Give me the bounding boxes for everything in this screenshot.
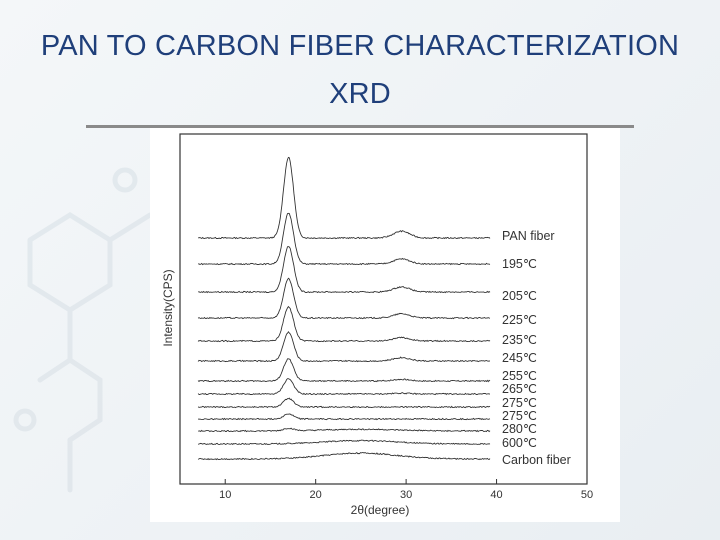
- series-line: [198, 212, 491, 266]
- series-line: [197, 439, 491, 446]
- curves-group: [197, 156, 491, 461]
- plot-frame: [179, 133, 588, 485]
- x-tick-label: 30: [400, 489, 412, 501]
- series-line: [198, 156, 491, 240]
- xrd-chart: PAN fiber195℃205℃225℃235℃245℃255℃265℃275…: [161, 133, 593, 517]
- x-tick-label: 40: [490, 489, 502, 501]
- series-line: [197, 358, 491, 383]
- series-label: 255℃: [502, 369, 537, 383]
- series-line: [198, 427, 491, 433]
- series-label: 225℃: [502, 313, 537, 327]
- slide-title-line-2: XRD: [329, 78, 391, 110]
- series-label: 195℃: [502, 257, 537, 271]
- series-line: [198, 413, 491, 421]
- series-label: 275℃: [502, 409, 537, 423]
- curve-labels-group: PAN fiber195℃205℃225℃235℃245℃255℃265℃275…: [502, 229, 571, 467]
- series-line: [197, 305, 491, 343]
- series-label: 205℃: [502, 289, 537, 303]
- series-label: 280℃: [502, 422, 537, 436]
- x-ticks-group: 10 20 30 40 50: [219, 479, 593, 501]
- series-label: 245℃: [502, 351, 537, 365]
- series-label: PAN fiber: [502, 229, 555, 243]
- series-label: 275℃: [502, 396, 537, 410]
- xrd-figure: PAN fiber 195℃ 205℃ 225℃ 235℃ 245℃ 255℃ 265℃ 275…: [150, 128, 620, 522]
- x-axis-label: 2θ(degree): [351, 503, 410, 517]
- slide-title: PAN TO CARBON FIBER CHARACTERIZATION XRD: [20, 22, 700, 118]
- series-line: [197, 277, 491, 320]
- y-axis-label: Intensity(CPS): [161, 269, 175, 346]
- series-label: Carbon fiber: [502, 453, 571, 467]
- molecule-watermark-icon: [13, 167, 153, 493]
- series-line: [197, 331, 491, 363]
- series-label: 265℃: [502, 382, 537, 396]
- x-tick-label: 10: [219, 489, 231, 501]
- series-line: [197, 451, 491, 461]
- slide-title-line-1: PAN TO CARBON FIBER CHARACTERIZATION: [40, 30, 680, 62]
- x-tick-label: 20: [310, 489, 322, 501]
- series-label: 600℃: [502, 436, 537, 450]
- series-line: [197, 246, 491, 294]
- title-divider: [86, 125, 634, 128]
- series-label: 235℃: [502, 333, 537, 347]
- series-line: [197, 397, 491, 409]
- series-line: [197, 378, 491, 396]
- x-tick-label: 50: [581, 489, 593, 501]
